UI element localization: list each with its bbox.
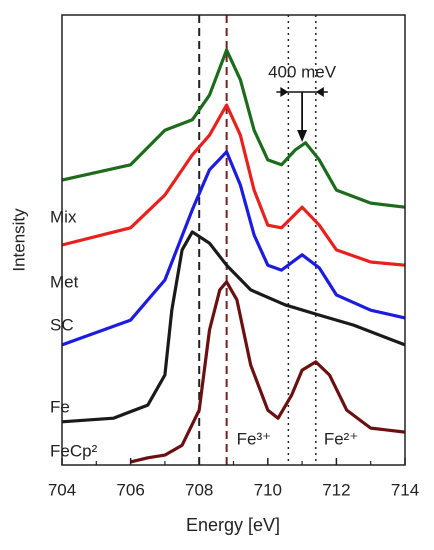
x-tick-label: 706 (116, 480, 144, 499)
series-line (61, 103, 406, 267)
annotation: Fe³⁺ (237, 429, 271, 448)
x-tick-label: 710 (254, 480, 282, 499)
x-tick-label: 704 (48, 480, 76, 499)
series-label: FeCp² (50, 441, 98, 460)
series-label: Mix (50, 207, 77, 226)
x-tick-label: 708 (185, 480, 213, 499)
annotation: 400 meV (268, 62, 337, 81)
annotation-arrowhead (297, 130, 308, 142)
series-label: Fe (50, 397, 70, 416)
series-line (130, 280, 406, 464)
series-line (61, 230, 406, 424)
x-axis-label: Energy [eV] (186, 515, 280, 535)
series-line (61, 150, 406, 347)
x-tick-label: 712 (322, 480, 350, 499)
y-axis-label: Intensity (9, 208, 28, 272)
x-tick-label: 714 (391, 480, 419, 499)
series-label: Met (50, 272, 79, 291)
plot-frame (61, 14, 406, 466)
series-line (61, 48, 406, 209)
annotation: Fe²⁺ (324, 429, 358, 448)
